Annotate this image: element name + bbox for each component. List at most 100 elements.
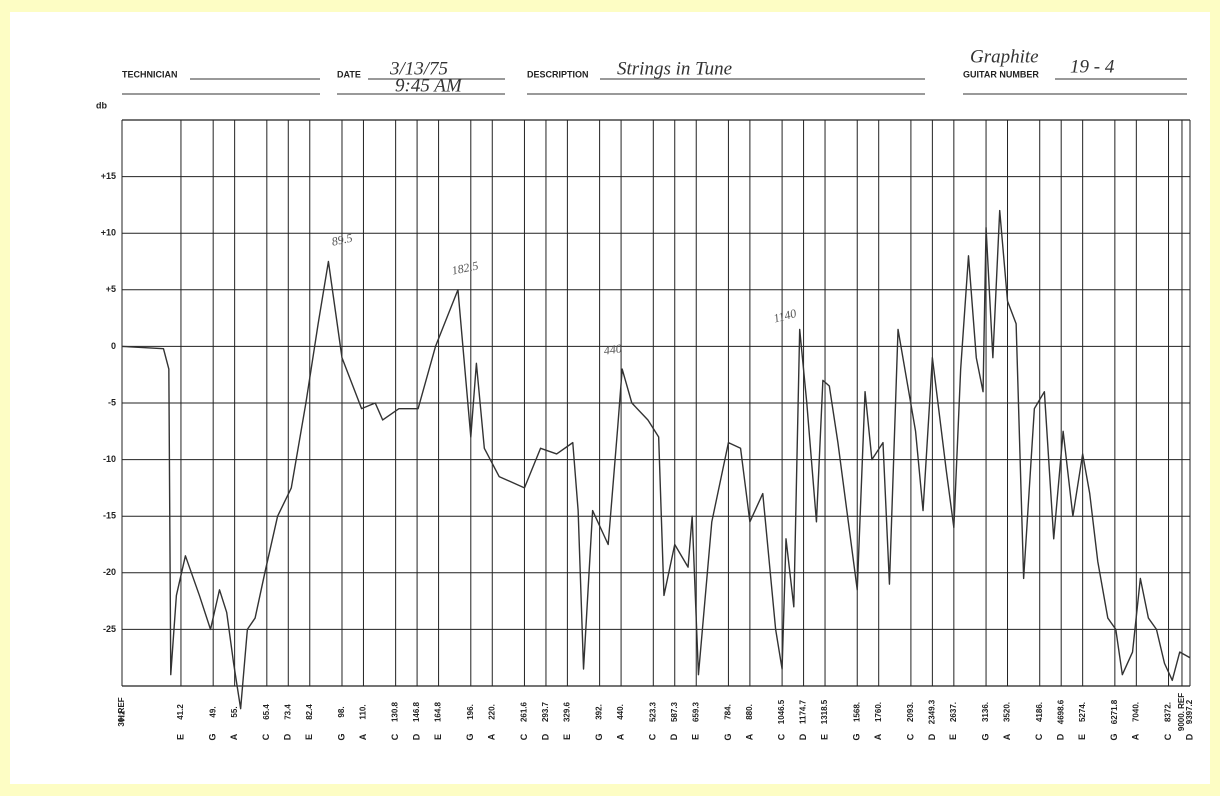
x-tick-label: 880. bbox=[745, 704, 754, 720]
x-tick-label: 30. REF bbox=[117, 697, 126, 726]
date-label: DATE bbox=[337, 69, 361, 79]
x-tick-note: C bbox=[905, 733, 915, 740]
x-tick-note: D bbox=[540, 733, 550, 740]
x-tick-label: 293.7 bbox=[541, 701, 550, 722]
x-tick-label: 784. bbox=[724, 704, 733, 720]
x-tick-note: C bbox=[648, 733, 658, 740]
x-tick-note: A bbox=[1131, 733, 1141, 740]
paper bbox=[10, 12, 1210, 784]
x-tick-note: C bbox=[1034, 733, 1044, 740]
y-tick-label: -20 bbox=[103, 567, 116, 577]
x-tick-label: 130.8 bbox=[391, 701, 400, 722]
x-tick-note: D bbox=[669, 733, 679, 740]
x-tick-note: G bbox=[723, 733, 733, 740]
x-tick-note: G bbox=[594, 733, 604, 740]
x-tick-label: 9000. REF bbox=[1177, 693, 1186, 731]
x-tick-label: 440. bbox=[616, 704, 625, 720]
guitar-note: Graphite bbox=[970, 46, 1039, 67]
x-tick-label: 659.3 bbox=[691, 701, 700, 722]
peak-annotation: 89.5 bbox=[330, 231, 353, 249]
x-tick-label: 1760. bbox=[874, 702, 883, 722]
x-tick-label: 587.3 bbox=[670, 701, 679, 722]
x-tick-label: 9397.2 bbox=[1185, 699, 1194, 724]
x-tick-note: A bbox=[873, 733, 883, 740]
x-tick-label: 3136. bbox=[981, 702, 990, 722]
y-tick-label: +15 bbox=[101, 171, 116, 181]
x-tick-label: 3520. bbox=[1003, 702, 1012, 722]
x-tick-label: 2349.3 bbox=[927, 699, 936, 724]
y-tick-label: -5 bbox=[108, 397, 116, 407]
x-tick-note: D bbox=[1184, 733, 1194, 740]
x-tick-note: A bbox=[358, 733, 368, 740]
x-tick-note: D bbox=[411, 733, 421, 740]
x-tick-note: E bbox=[819, 734, 829, 740]
y-tick-label: +5 bbox=[106, 284, 116, 294]
x-tick-label: 196. bbox=[466, 704, 475, 720]
y-tick-label: -10 bbox=[103, 454, 116, 464]
x-tick-note: C bbox=[261, 733, 271, 740]
date: 3/13/75 bbox=[389, 58, 448, 79]
x-tick-label: 73.4 bbox=[283, 704, 292, 720]
x-tick-label: 164.8 bbox=[434, 701, 443, 722]
x-tick-note: A bbox=[615, 733, 625, 740]
x-tick-note: G bbox=[1109, 733, 1119, 740]
peak-annotation: 440 bbox=[603, 341, 623, 357]
x-tick-note: G bbox=[980, 733, 990, 740]
response-line bbox=[121, 209, 1191, 710]
x-tick-label: 110. bbox=[359, 704, 368, 719]
y-axis-label: db bbox=[96, 100, 107, 110]
x-tick-label: 5274. bbox=[1078, 702, 1087, 722]
x-tick-label: 1046.5 bbox=[777, 699, 786, 724]
x-tick-label: 261.6 bbox=[520, 701, 529, 722]
y-tick-label: -15 bbox=[103, 511, 116, 521]
y-tick-label: -25 bbox=[103, 624, 116, 634]
x-tick-note: A bbox=[487, 733, 497, 740]
x-tick-note: D bbox=[927, 733, 937, 740]
x-tick-note: E bbox=[1077, 734, 1087, 740]
x-tick-note: G bbox=[208, 733, 218, 740]
y-tick-label: 0 bbox=[111, 341, 116, 351]
x-tick-note: G bbox=[852, 733, 862, 740]
x-tick-note: C bbox=[1163, 733, 1173, 740]
x-tick-label: 2093. bbox=[906, 702, 915, 722]
x-tick-label: 523.3 bbox=[648, 701, 657, 722]
x-tick-label: 4698.6 bbox=[1056, 699, 1065, 724]
y-tick-label: +10 bbox=[101, 228, 116, 238]
x-tick-label: 1568. bbox=[852, 702, 861, 722]
x-tick-label: 55. bbox=[230, 706, 239, 717]
x-tick-label: 392. bbox=[595, 704, 604, 720]
x-tick-label: 146.8 bbox=[412, 701, 421, 722]
x-tick-label: 1174.7 bbox=[799, 699, 808, 724]
x-tick-note: D bbox=[798, 733, 808, 740]
x-tick-note: A bbox=[1002, 733, 1012, 740]
time: 9:45 AM bbox=[395, 75, 463, 96]
technician-label: TECHNICIAN bbox=[122, 69, 178, 79]
x-tick-note: C bbox=[519, 733, 529, 740]
peak-annotation: 1140 bbox=[772, 306, 798, 326]
x-tick-note: E bbox=[304, 734, 314, 740]
x-tick-note: D bbox=[1056, 733, 1066, 740]
x-tick-label: 65.4 bbox=[262, 704, 271, 720]
x-tick-label: 8372. bbox=[1164, 702, 1173, 722]
description-label: DESCRIPTION bbox=[527, 69, 589, 79]
x-tick-note: E bbox=[562, 734, 572, 740]
x-tick-note: A bbox=[229, 733, 239, 740]
x-tick-label: 220. bbox=[487, 704, 496, 720]
x-tick-label: 2637. bbox=[949, 702, 958, 722]
x-tick-note: E bbox=[948, 734, 958, 740]
x-tick-note: C bbox=[390, 733, 400, 740]
x-tick-label: 98. bbox=[337, 706, 346, 717]
guitar-number-label: GUITAR NUMBER bbox=[963, 69, 1039, 79]
x-tick-label: 1318.5 bbox=[820, 699, 829, 724]
x-tick-label: 49. bbox=[208, 706, 217, 717]
x-tick-label: 7040. bbox=[1131, 702, 1140, 722]
x-tick-note: A bbox=[744, 733, 754, 740]
x-tick-note: G bbox=[465, 733, 475, 740]
x-tick-note: E bbox=[691, 734, 701, 740]
x-tick-label: 82.4 bbox=[305, 704, 314, 720]
guitar-number: 19 - 4 bbox=[1070, 56, 1115, 77]
x-tick-note: D bbox=[283, 733, 293, 740]
x-tick-note: E bbox=[433, 734, 443, 740]
x-axis-label: Hz bbox=[116, 710, 126, 721]
